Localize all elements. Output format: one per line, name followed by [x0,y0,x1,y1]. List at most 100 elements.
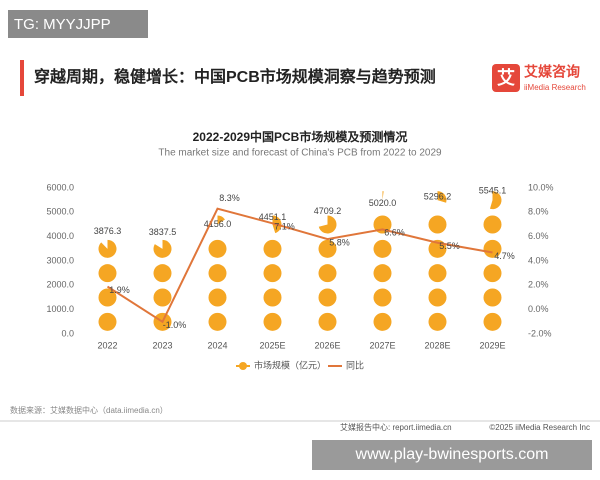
pictogram-unit [263,312,282,331]
y-tick-label: 6000.0 [46,182,74,192]
pictogram-unit [98,264,117,283]
pictogram-unit [483,288,502,307]
pictogram-unit [373,312,392,331]
chart-title: 2022-2029中国PCB市场规模及预测情况 [193,129,408,144]
y2-tick-label: 10.0% [528,182,554,192]
source: 数据来源：艾媒数据中心（data.iimedia.cn） [10,405,168,415]
pictogram-bar [98,239,117,331]
line-value-label: 7.1% [274,222,295,232]
line-value-label: 4.7% [494,251,515,261]
y2-tick-label: 2.0% [528,280,549,290]
x-tick-label: 2029E [479,340,505,350]
pictogram-unit [98,288,117,307]
watermark-bottom-box [312,440,592,470]
pictogram-unit [428,215,447,234]
x-tick-label: 2028E [424,340,450,350]
pictogram-unit [483,215,502,234]
pictogram-unit-partial [153,239,172,258]
y-tick-label: 0.0 [61,328,74,338]
header-title: 穿越周期，稳健增长：中国PCB市场规模洞察与趋势预测 [34,67,436,86]
header-bar [20,60,24,96]
line-value-label: 5.8% [329,237,350,247]
pictogram-unit-partial [217,215,225,225]
pictogram-unit [428,288,447,307]
logo-icon [492,64,520,92]
y2-tick-label: 4.0% [528,255,549,265]
bar-value-label: 4451.1 [259,212,287,222]
pictogram-unit [483,312,502,331]
watermark-bottom: www.play-bwinesports.com [355,446,549,463]
pictogram-unit [318,288,337,307]
pictogram-unit [263,264,282,283]
pictogram-unit [373,215,392,234]
pictogram-unit-partial [98,239,117,258]
x-tick-label: 2023 [152,340,172,350]
footer-right: ©2025 iiMedia Research Inc [489,423,590,432]
y-tick-label: 1000.0 [46,304,74,314]
footer-left: 艾媒报告中心: report.iimedia.cn [340,422,452,432]
bar-value-label: 5020.0 [369,198,397,208]
pictogram-unit [428,312,447,331]
line-value-label: 5.5% [439,241,460,251]
pictogram-unit [98,312,117,331]
bar-value-label: 4709.2 [314,206,342,216]
pictogram-unit [483,239,502,258]
pictogram-unit [318,312,337,331]
pictogram-unit [263,239,282,258]
chart-subtitle: The market size and forecast of China's … [158,148,442,159]
y-tick-label: 4000.0 [46,231,74,241]
pictogram-bar [428,191,447,331]
pictogram-unit-partial [318,215,337,234]
y2-tick-label: -2.0% [528,328,552,338]
pictogram-bar [208,215,227,331]
pictogram-bar [483,191,502,331]
pictogram-unit [208,264,227,283]
bar-value-label: 5296.2 [424,192,452,202]
pictogram-unit [318,264,337,283]
pictogram-bar [318,215,337,331]
pictogram-unit-partial [382,191,384,201]
logo-icon-glyph: 艾 [497,67,515,88]
x-tick-label: 2022 [97,340,117,350]
y2-tick-label: 8.0% [528,207,549,217]
bar-value-label: 5545.1 [479,185,507,195]
bar-value-label: 3876.3 [94,226,122,236]
pictogram-bar [263,215,282,331]
line-value-label: 1.9% [109,285,130,295]
logo-name: 艾媒咨询 [524,64,580,80]
y2-tick-label: 0.0% [528,304,549,314]
pictogram-unit [483,264,502,283]
y2-tick-label: 6.0% [528,231,549,241]
pictogram-unit [208,288,227,307]
pictogram-unit [428,264,447,283]
line-value-label: 6.6% [384,228,405,238]
pictogram-unit [373,288,392,307]
pictogram-unit [208,312,227,331]
line-value-label: 8.3% [219,193,240,203]
watermark-box [8,10,148,38]
pictogram-unit [153,288,172,307]
pictogram-unit-partial [489,191,502,210]
pictogram-unit [373,264,392,283]
y-tick-label: 5000.0 [46,207,74,217]
bar-value-label: 4156.0 [204,219,232,229]
line-value-label: -1.0% [163,320,187,330]
pictogram-unit [263,288,282,307]
logo-sub: iiMedia Research [524,83,586,92]
x-tick-label: 2024 [207,340,227,350]
yoy-line [106,207,493,324]
y-tick-label: 2000.0 [46,280,74,290]
x-tick-label: 2026E [314,340,340,350]
y-tick-label: 3000.0 [46,255,74,265]
pictogram-unit [373,239,392,258]
legend-label: 市场规模（亿元） [254,359,326,370]
x-tick-label: 2025E [259,340,285,350]
pictogram-unit-partial [437,191,447,203]
pictogram-unit [153,264,172,283]
bar-value-label: 3837.5 [149,227,177,237]
pictogram-unit [318,239,337,258]
x-tick-label: 2027E [369,340,395,350]
pictogram-unit [208,239,227,258]
legend-label: 同比 [346,359,364,370]
